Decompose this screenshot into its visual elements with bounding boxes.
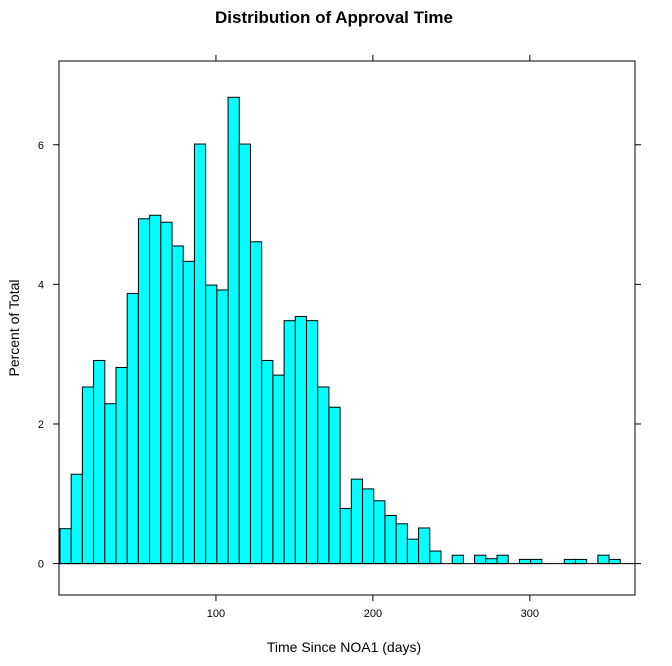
histogram-bar-36 [474,554,487,565]
x-tick-label-100: 100 [207,608,225,620]
y-tick-label-4: 4 [38,279,44,291]
histogram-bar-33 [418,527,431,565]
histogram-bar-12 [182,260,195,565]
histogram-bar-2 [70,473,83,565]
histogram-bar-1 [59,528,72,565]
chart-title: Distribution of Approval Time [215,8,453,27]
histogram-bar-26 [339,507,352,565]
histogram-bar-16 [227,96,240,565]
y-tick-label-2: 2 [38,419,44,431]
histogram-bar-24 [317,386,330,565]
histogram-bar-25 [328,406,341,565]
bars-group [58,96,621,565]
histogram-bar-28 [362,488,375,565]
x-tick-label-200: 200 [364,608,382,620]
histogram-bar-23 [306,320,319,565]
histogram-bar-6 [115,366,128,565]
histogram-bar-19 [261,359,274,565]
histogram-bar-9 [149,214,162,565]
ticks-group: 100 200 300 0 2 4 6 [38,55,641,620]
histogram-bar-4 [93,359,106,565]
histogram-bar-29 [373,500,386,565]
histogram-bar-43 [597,554,610,565]
histogram-bar-37 [485,558,498,565]
histogram-bar-11 [171,245,184,565]
histogram-bar-7 [126,292,139,565]
histogram-bar-21 [283,320,296,565]
histogram-bar-22 [294,315,308,565]
x-tick-label-300: 300 [521,608,539,620]
histogram-bar-41 [563,558,576,565]
histogram-bar-14 [205,284,218,565]
histogram-bar-44 [608,558,621,565]
histogram-bar-30 [384,514,397,565]
histogram-bar-5 [104,403,117,565]
histogram-bar-27 [350,478,364,565]
histogram-bar-17 [238,143,251,565]
y-tick-label-6: 6 [38,140,44,152]
histogram-bar-34 [429,550,442,565]
histogram-bar-32 [406,538,420,565]
histogram-bar-20 [272,374,285,565]
y-tick-label-0: 0 [38,559,44,571]
histogram-bar-31 [395,523,408,565]
histogram-bar-18 [249,241,263,565]
histogram-bar-3 [81,386,95,565]
x-axis-label: Time Since NOA1 (days) [267,639,421,655]
histogram-bar-42 [574,558,588,565]
histogram-bar-40 [530,558,543,565]
histogram-bar-13 [193,143,207,565]
plot-frame [58,60,636,596]
histogram-bar-35 [451,554,464,565]
histogram-bar-38 [496,554,509,565]
histogram-bar-10 [160,221,173,565]
histogram-bar-15 [216,289,229,565]
histogram-bar-39 [518,558,532,565]
y-axis-label: Percent of Total [6,279,22,376]
histogram-bar-8 [137,218,151,565]
